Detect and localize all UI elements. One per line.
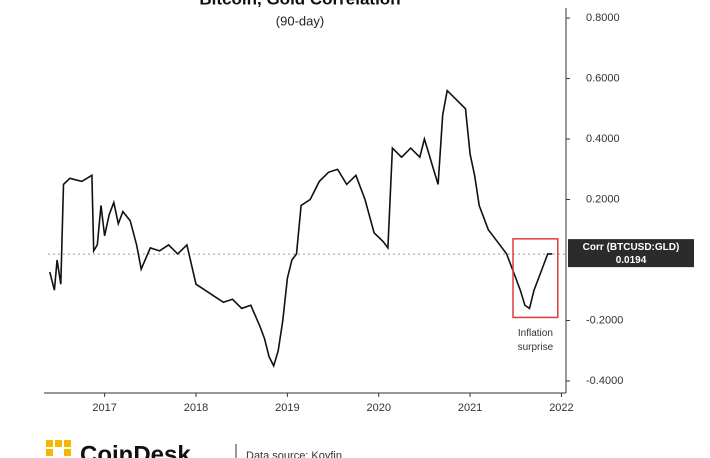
y-tick-label: 0.4000 (586, 133, 620, 145)
chart-title: Bitcoin, Gold Correlation (199, 0, 400, 8)
series-line (49, 88, 553, 368)
x-tick-label: 2017 (92, 402, 116, 414)
x-tick-label: 2018 (184, 402, 208, 414)
y-tick-label: 0.6000 (586, 72, 620, 84)
brand: CoinDesk (80, 441, 191, 458)
value-label-name: Corr (BTCUSD:GLD) (583, 242, 680, 253)
x-tick-label: 2020 (366, 402, 390, 414)
chart-subtitle: (90-day) (276, 13, 324, 28)
y-tick-label: -0.2000 (586, 314, 623, 326)
x-tick-label: 2021 (458, 402, 482, 414)
highlight-box (512, 238, 559, 319)
logo-icon (46, 440, 71, 456)
x-tick-label: 2019 (275, 402, 299, 414)
highlight-label: Inflation (518, 328, 553, 339)
y-tick-label: -0.4000 (586, 375, 623, 387)
y-tick-label: 0.8000 (586, 12, 620, 24)
value-label-box (568, 239, 694, 268)
value-label-value: 0.0194 (616, 255, 647, 266)
x-tick-label: 2022 (549, 402, 573, 414)
highlight-label: surprise (518, 342, 554, 353)
data-source: Data source: Koyfin (246, 450, 342, 458)
y-tick-label: 0.2000 (586, 193, 620, 205)
